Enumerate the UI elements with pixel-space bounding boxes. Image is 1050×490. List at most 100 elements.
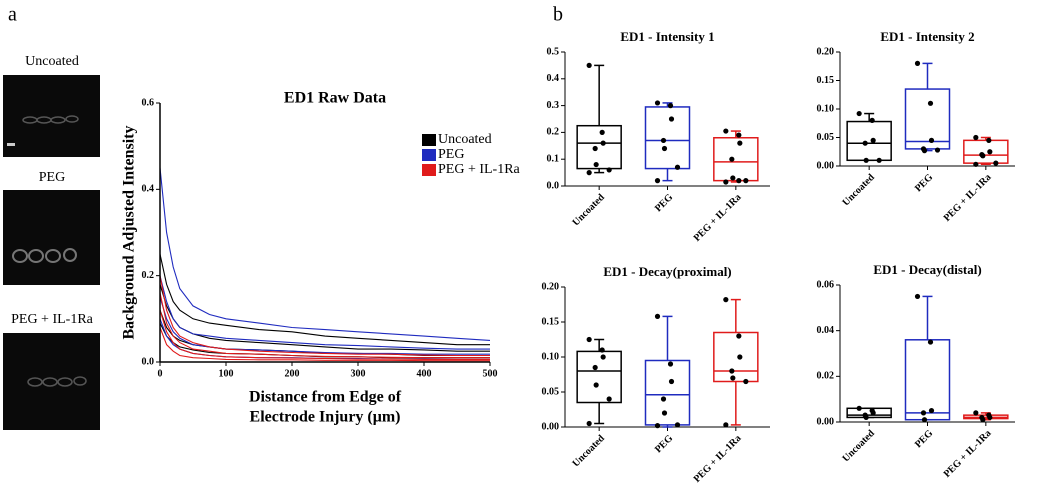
data-point bbox=[723, 128, 729, 134]
data-point bbox=[730, 375, 736, 381]
panel-label: a bbox=[8, 4, 17, 26]
y-tick-label: 0.00 bbox=[542, 421, 560, 432]
data-point bbox=[737, 354, 743, 360]
y-tick-label: 0.1 bbox=[547, 153, 560, 164]
data-point bbox=[973, 410, 979, 416]
data-point bbox=[600, 354, 606, 360]
data-point bbox=[736, 333, 742, 339]
data-point bbox=[654, 178, 661, 184]
data-point bbox=[862, 140, 868, 146]
chart-title: ED1 - Intensity 1 bbox=[620, 29, 714, 44]
y-tick-label: 0.0 bbox=[547, 180, 560, 191]
box bbox=[576, 124, 622, 170]
category-label-group: Uncoated bbox=[570, 192, 607, 229]
category-label-group: PEG bbox=[653, 433, 675, 455]
legend-label: PEG bbox=[438, 147, 464, 162]
data-point bbox=[606, 167, 612, 173]
category-label-group: Uncoated bbox=[840, 428, 877, 465]
legend-label: PEG + IL-1Ra bbox=[438, 162, 521, 177]
x-axis-label: Electrode Injury (μm) bbox=[250, 409, 401, 426]
data-point bbox=[869, 117, 875, 123]
data-point bbox=[606, 396, 612, 402]
data-point bbox=[921, 148, 928, 154]
y-tick-label: 0.4 bbox=[142, 184, 155, 195]
data-point bbox=[980, 417, 986, 423]
x-tick-label: PEG + IL-1Ra bbox=[942, 428, 994, 480]
data-point bbox=[980, 153, 986, 159]
data-point bbox=[729, 156, 735, 162]
category-label-group: PEG + IL-1Ra bbox=[692, 192, 744, 244]
x-tick-label: 400 bbox=[417, 368, 432, 379]
data-point bbox=[934, 147, 941, 153]
data-point bbox=[870, 410, 876, 416]
data-point bbox=[973, 161, 979, 167]
y-tick-label: 0.05 bbox=[542, 386, 560, 397]
legend-swatch bbox=[422, 149, 436, 161]
box bbox=[713, 331, 759, 383]
data-line bbox=[159, 275, 490, 357]
data-point bbox=[870, 137, 876, 143]
data-point bbox=[876, 157, 882, 163]
data-point bbox=[661, 145, 668, 152]
x-tick-label: Uncoated bbox=[840, 428, 877, 465]
y-tick-label: 0.0 bbox=[142, 356, 155, 367]
chart-title: ED1 Raw Data bbox=[284, 90, 386, 107]
data-point bbox=[987, 414, 993, 421]
x-tick-label: PEG bbox=[913, 428, 935, 450]
chart-title: ED1 - Decay(distal) bbox=[873, 262, 981, 277]
data-point bbox=[723, 179, 729, 185]
data-point bbox=[599, 347, 605, 353]
legend-label: Uncoated bbox=[438, 132, 492, 147]
box bbox=[576, 350, 622, 404]
data-point bbox=[593, 382, 599, 388]
legend-swatch bbox=[422, 164, 436, 176]
data-line bbox=[159, 292, 490, 359]
box bbox=[644, 359, 691, 426]
data-point bbox=[914, 60, 921, 66]
data-point bbox=[668, 378, 675, 385]
box bbox=[963, 139, 1009, 164]
data-point bbox=[737, 140, 743, 146]
box bbox=[713, 137, 759, 182]
x-tick-label: 500 bbox=[483, 368, 498, 379]
x-axis-label: Distance from Edge of bbox=[249, 389, 402, 406]
x-tick-label: PEG + IL-1Ra bbox=[692, 192, 744, 244]
data-point bbox=[660, 137, 667, 144]
y-tick-label: 0.15 bbox=[817, 75, 835, 86]
data-line bbox=[159, 327, 490, 362]
image-label: Uncoated bbox=[25, 54, 79, 69]
x-tick-label: Uncoated bbox=[570, 192, 607, 229]
data-point bbox=[661, 410, 668, 416]
category-label-group: PEG bbox=[913, 172, 935, 194]
y-tick-label: 0.20 bbox=[542, 281, 560, 292]
axis-y-label: Background Adjusted Intensity bbox=[121, 126, 138, 340]
data-point bbox=[927, 100, 934, 106]
data-point bbox=[928, 137, 935, 143]
data-point bbox=[743, 378, 749, 385]
y-tick-label: 0.4 bbox=[547, 73, 560, 84]
data-point bbox=[674, 422, 681, 428]
x-tick-label: Uncoated bbox=[840, 172, 877, 209]
y-tick-label: 0.3 bbox=[547, 100, 560, 111]
x-tick-label: PEG + IL-1Ra bbox=[942, 172, 994, 224]
box bbox=[846, 407, 892, 419]
category-label-group: Uncoated bbox=[570, 433, 607, 470]
data-line bbox=[159, 253, 490, 346]
data-point bbox=[993, 160, 999, 166]
panel-label: b bbox=[553, 4, 563, 26]
chart-title: ED1 - Intensity 2 bbox=[880, 29, 974, 44]
data-point bbox=[856, 110, 862, 117]
y-tick-label: 0.2 bbox=[142, 270, 155, 281]
data-point bbox=[856, 405, 862, 411]
y-tick-label: 0.15 bbox=[542, 316, 560, 327]
chart-title: ED1 - Decay(proximal) bbox=[603, 264, 731, 279]
x-tick-label: PEG bbox=[653, 192, 675, 214]
data-point bbox=[586, 170, 592, 176]
data-line bbox=[159, 275, 490, 350]
data-point bbox=[668, 116, 675, 122]
y-tick-label: 0.5 bbox=[547, 46, 560, 57]
y-tick-label: 0.04 bbox=[817, 325, 835, 336]
data-point bbox=[723, 422, 729, 428]
y-tick-label: 0.06 bbox=[817, 279, 835, 290]
